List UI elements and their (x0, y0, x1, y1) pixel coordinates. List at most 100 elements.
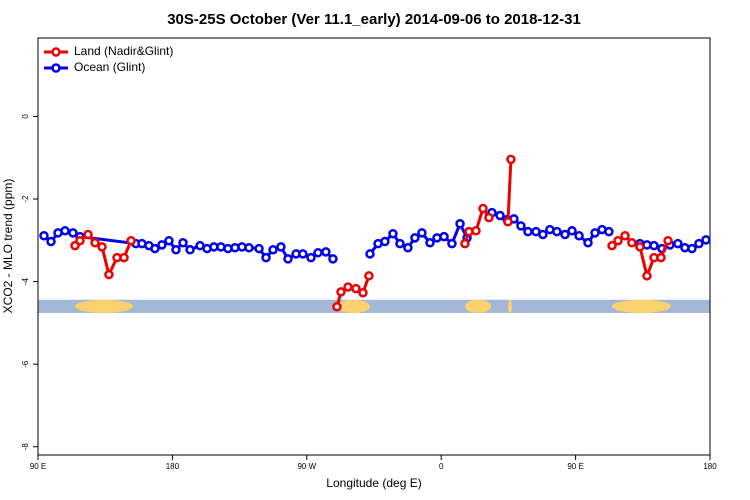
data-point (365, 249, 375, 259)
data-point (126, 235, 136, 246)
data-point (552, 226, 562, 237)
data-point (590, 228, 600, 238)
data-point (313, 247, 323, 258)
data-point (649, 240, 659, 251)
data-point (185, 245, 195, 255)
data-point (460, 238, 470, 249)
land-band (75, 299, 133, 313)
ocean-band (38, 299, 710, 313)
y-axis-label: XCO2 - MLO trend (ppm) (1, 179, 15, 314)
data-point (495, 210, 505, 221)
data-point (516, 221, 526, 231)
y-tick-label: 0 (21, 114, 30, 119)
data-point (471, 226, 481, 236)
data-point (538, 229, 548, 240)
data-point (388, 228, 398, 239)
data-point (403, 242, 413, 253)
legend-marker (51, 63, 61, 73)
x-tick-label: 180 (166, 462, 180, 471)
data-point (642, 271, 652, 281)
data-point (503, 216, 513, 227)
x-tick-label: 180 (703, 462, 717, 471)
legend-label: Ocean (Glint) (74, 60, 145, 74)
data-point (90, 238, 100, 248)
data-point (328, 254, 338, 264)
data-point (261, 252, 271, 263)
data-point (583, 238, 593, 248)
data-point (574, 231, 584, 241)
data-point (560, 229, 570, 240)
chart-title: 30S-25S October (Ver 11.1_early) 2014-09… (167, 11, 581, 28)
data-point (425, 238, 435, 248)
data-point (97, 242, 107, 252)
data-point (336, 287, 346, 297)
data-point (104, 269, 114, 280)
data-point (150, 243, 160, 254)
data-point (506, 154, 516, 165)
plot-frame (37, 37, 711, 456)
data-point (455, 219, 465, 229)
data-point (439, 231, 449, 242)
data-point (607, 240, 617, 251)
y-tick-label: -2 (21, 195, 30, 203)
data-point (447, 238, 457, 249)
data-point (351, 283, 361, 294)
data-point (484, 212, 494, 223)
data-point (358, 287, 368, 298)
data-point (604, 226, 614, 237)
data-point (395, 238, 405, 249)
x-tick-label: 90 E (30, 462, 46, 471)
data-point (321, 247, 331, 257)
data-point (46, 236, 56, 247)
data-point (620, 231, 630, 241)
land-band (612, 299, 672, 313)
data-point (663, 235, 673, 246)
land-band (507, 299, 512, 313)
data-point (83, 229, 93, 240)
data-point (254, 243, 264, 254)
data-point (613, 235, 623, 246)
data-point (701, 235, 711, 245)
land-band (465, 299, 492, 313)
data-point (627, 238, 637, 248)
data-point (298, 249, 308, 259)
data-point (178, 238, 188, 248)
data-point (343, 282, 353, 292)
x-tick-label: 90 E (567, 462, 583, 471)
data-point (673, 238, 683, 249)
y-tick-label: -6 (21, 360, 30, 368)
data-point (60, 226, 70, 236)
data-point (306, 252, 316, 263)
y-tick-label: -4 (21, 277, 30, 285)
data-point (75, 235, 85, 246)
x-axis-label: Longitude (deg E) (326, 476, 421, 490)
land-band (336, 299, 370, 313)
data-point (567, 226, 577, 236)
data-point (244, 242, 254, 253)
data-point (656, 252, 666, 263)
legend-marker (51, 47, 61, 57)
legend-label: Land (Nadir&Glint) (74, 44, 173, 58)
data-point (364, 271, 374, 281)
data-point (687, 243, 697, 254)
data-point (276, 242, 286, 252)
y-tick-label: -8 (21, 443, 30, 451)
data-point (523, 226, 533, 237)
data-point (410, 233, 420, 243)
data-point (417, 228, 427, 238)
data-point (332, 302, 342, 312)
data-point (478, 203, 488, 214)
data-point (380, 236, 390, 247)
series-line (506, 159, 513, 222)
x-tick-label: 90 W (297, 462, 316, 471)
data-point (68, 228, 78, 238)
data-point (283, 254, 293, 264)
data-point (157, 240, 167, 250)
data-point (164, 235, 174, 246)
data-point (635, 242, 645, 252)
data-point (694, 238, 704, 249)
data-point (171, 245, 181, 255)
x-tick-label: 0 (439, 462, 444, 471)
data-point (268, 245, 278, 255)
